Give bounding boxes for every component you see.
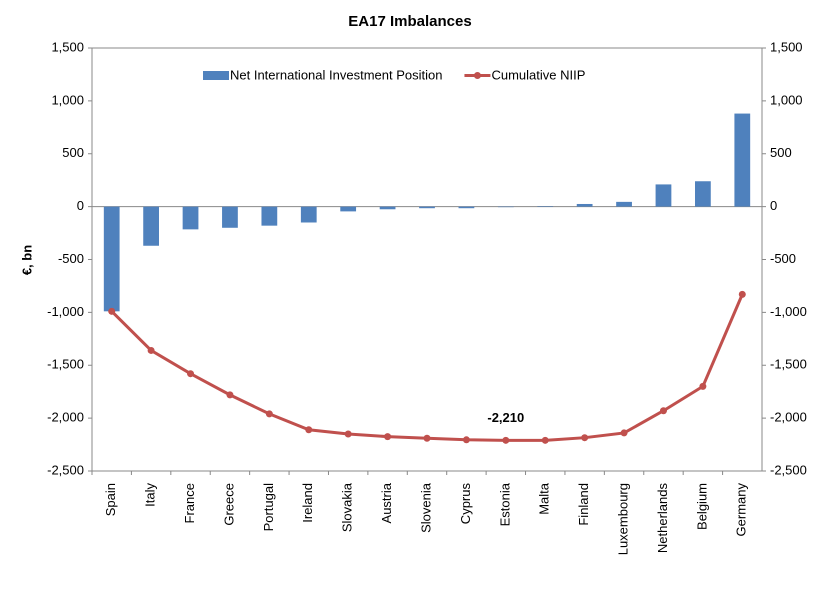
bar bbox=[458, 206, 475, 209]
x-tick-label: Belgium bbox=[694, 483, 709, 530]
y-tick-label: 0 bbox=[77, 198, 84, 213]
line-marker bbox=[187, 370, 195, 378]
y-tick-label: 500 bbox=[62, 145, 84, 160]
x-tick-label: Cyprus bbox=[458, 483, 473, 525]
y2-tick-label: -500 bbox=[770, 251, 796, 266]
y2-tick-label: 500 bbox=[770, 145, 792, 160]
bar bbox=[655, 184, 672, 207]
line-marker bbox=[344, 430, 352, 438]
y-tick-label: -500 bbox=[58, 251, 84, 266]
bar bbox=[537, 206, 554, 207]
x-tick-label: Malta bbox=[537, 482, 552, 515]
line-marker bbox=[699, 382, 707, 390]
bar bbox=[222, 206, 238, 228]
x-tick-label: Germany bbox=[734, 483, 749, 537]
line-marker bbox=[423, 434, 431, 442]
y-tick-label: 1,500 bbox=[51, 39, 84, 54]
bar bbox=[103, 206, 120, 312]
y2-tick-label: -1,000 bbox=[770, 304, 807, 319]
x-tick-label: Finland bbox=[576, 483, 591, 526]
x-tick-label: Austria bbox=[379, 482, 394, 523]
legend-label: Net International Investment Position bbox=[230, 67, 442, 82]
bar bbox=[300, 206, 317, 223]
bar bbox=[576, 203, 593, 207]
x-tick-label: Spain bbox=[103, 483, 118, 516]
bar bbox=[616, 201, 632, 207]
x-tick-label: Italy bbox=[143, 483, 158, 507]
line-marker bbox=[108, 307, 116, 315]
y2-tick-label: 1,500 bbox=[770, 39, 803, 54]
line bbox=[110, 293, 744, 442]
legend-swatch bbox=[203, 71, 229, 80]
bar bbox=[340, 206, 357, 212]
x-tick-label: Slovakia bbox=[340, 482, 355, 532]
plot-frame bbox=[91, 47, 763, 472]
legend-label: Cumulative NIIP bbox=[491, 67, 585, 82]
chart-title: EA17 Imbalances bbox=[348, 13, 471, 30]
line-marker bbox=[502, 436, 510, 444]
line-marker bbox=[462, 436, 470, 444]
x-tick-label: Greece bbox=[221, 483, 236, 526]
line-marker bbox=[581, 434, 589, 442]
x-tick-label: Estonia bbox=[497, 482, 512, 526]
y2-tick-label: -1,500 bbox=[770, 357, 807, 372]
line-marker bbox=[541, 436, 549, 444]
line-marker bbox=[305, 426, 313, 434]
y-axis-label: €, bn bbox=[19, 245, 34, 275]
bar bbox=[379, 206, 396, 210]
x-tick-label: Luxembourg bbox=[615, 483, 630, 555]
line-marker bbox=[738, 290, 746, 298]
bar bbox=[695, 181, 711, 207]
y-tick-label: -1,000 bbox=[47, 304, 84, 319]
y2-tick-label: -2,500 bbox=[770, 462, 807, 477]
x-tick-label: Slovenia bbox=[418, 482, 433, 533]
y-tick-label: -2,000 bbox=[47, 410, 84, 425]
line-marker bbox=[659, 407, 667, 415]
bar bbox=[497, 206, 514, 208]
x-tick-label: Ireland bbox=[300, 483, 315, 523]
bar bbox=[419, 206, 435, 209]
data-label: -2,210 bbox=[487, 410, 524, 425]
bar bbox=[734, 113, 751, 207]
bar bbox=[143, 206, 159, 246]
bar bbox=[261, 206, 278, 226]
legend-swatch bbox=[473, 72, 481, 79]
x-tick-label: Netherlands bbox=[655, 483, 670, 554]
x-tick-label: Portugal bbox=[261, 483, 276, 532]
y2-tick-label: -2,000 bbox=[770, 410, 807, 425]
line-marker bbox=[265, 410, 273, 418]
y2-tick-label: 1,000 bbox=[770, 92, 803, 107]
bar bbox=[182, 206, 199, 230]
line-marker bbox=[620, 429, 628, 437]
line-marker bbox=[147, 346, 155, 354]
y-tick-label: -1,500 bbox=[47, 357, 84, 372]
x-tick-label: France bbox=[182, 483, 197, 523]
line-marker bbox=[226, 391, 234, 399]
line-marker bbox=[384, 433, 392, 441]
y-tick-label: -2,500 bbox=[47, 462, 84, 477]
y2-tick-label: 0 bbox=[770, 198, 777, 213]
y-tick-label: 1,000 bbox=[51, 92, 84, 107]
